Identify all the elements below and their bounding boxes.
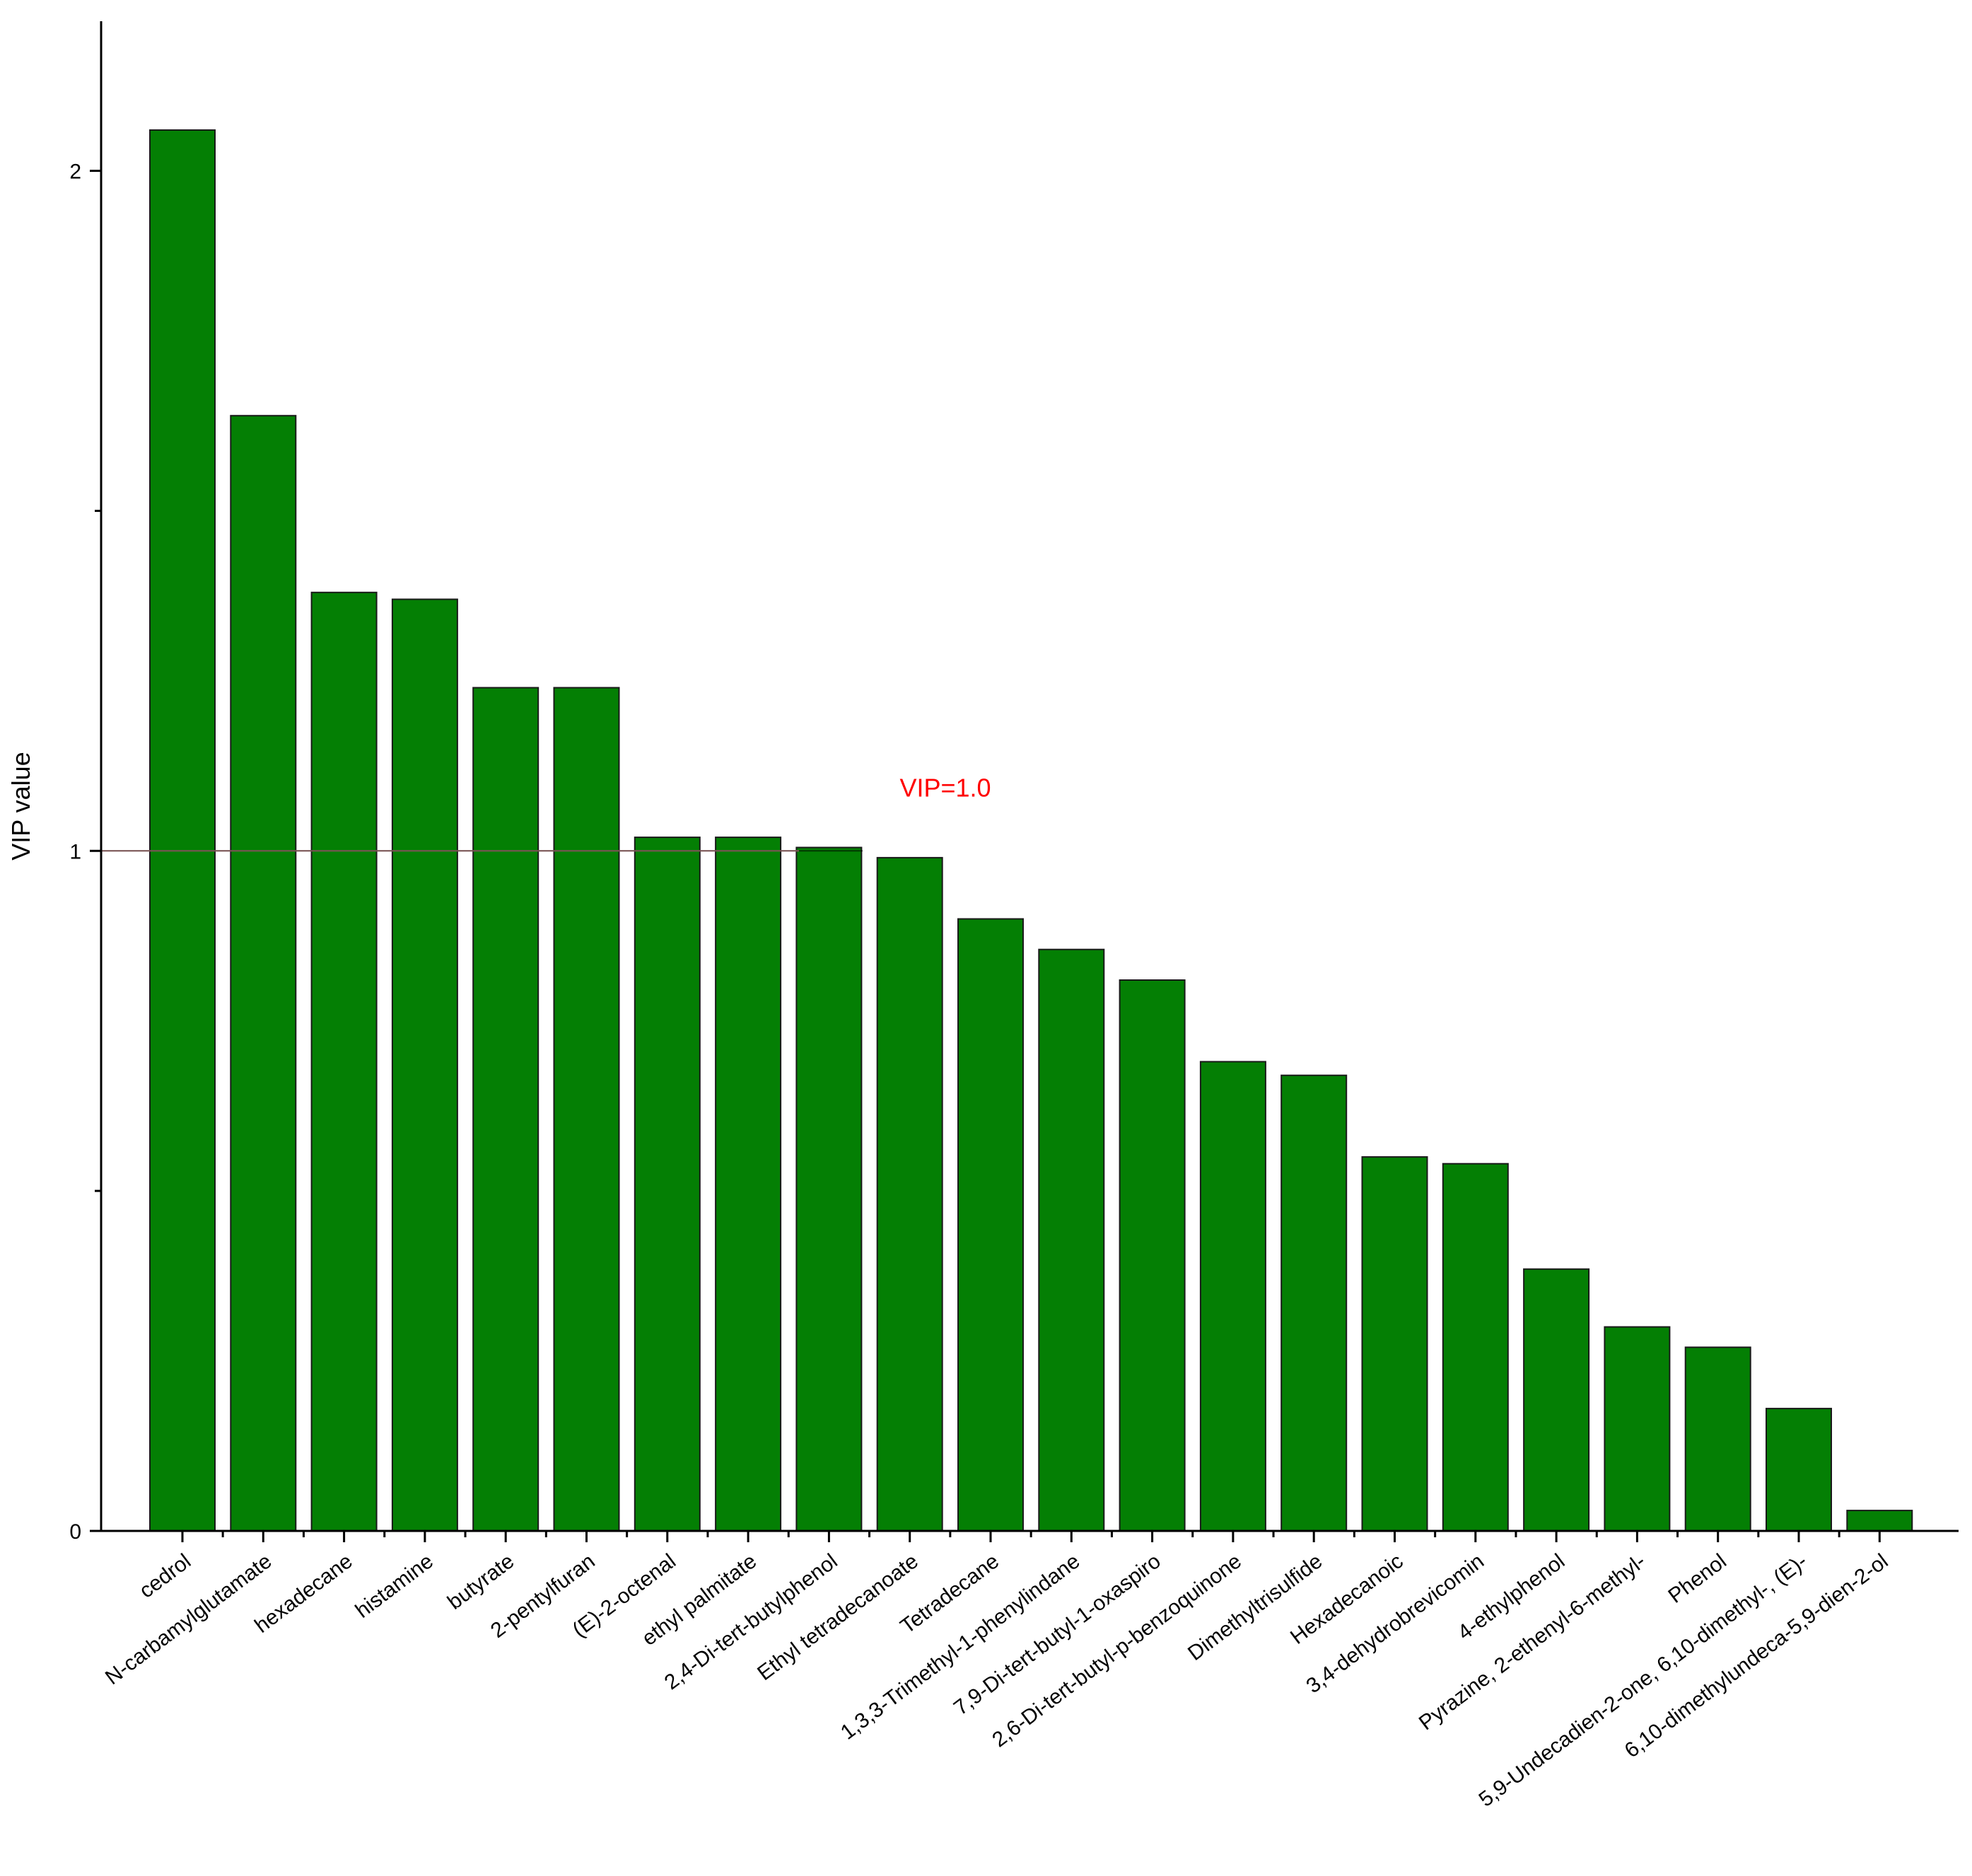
bar-18 bbox=[1604, 1326, 1671, 1532]
bar-20 bbox=[1766, 1407, 1832, 1532]
y-tick-label: 1 bbox=[69, 840, 81, 863]
bar-13 bbox=[1199, 1061, 1266, 1532]
bar-14 bbox=[1280, 1074, 1348, 1532]
x-category-label: cedrol bbox=[135, 1549, 195, 1603]
bar-5 bbox=[553, 687, 620, 1532]
bar-17 bbox=[1523, 1268, 1590, 1532]
bar-19 bbox=[1684, 1346, 1751, 1532]
bar-16 bbox=[1442, 1163, 1509, 1532]
y-tick-label: 2 bbox=[69, 161, 81, 184]
bar-11 bbox=[1038, 948, 1105, 1532]
bar-21 bbox=[1846, 1510, 1913, 1532]
y-tick-label: 0 bbox=[69, 1520, 81, 1544]
x-category-label: histamine bbox=[351, 1549, 438, 1623]
bar-10 bbox=[957, 918, 1024, 1532]
y-ticks-group: 0 1 2 bbox=[69, 161, 101, 1544]
vip-reference-label: VIP=1.0 bbox=[899, 773, 991, 802]
bar-2 bbox=[310, 591, 378, 1532]
bar-0 bbox=[149, 129, 216, 1532]
bar-7 bbox=[715, 837, 782, 1532]
x-category-label: Dimethyltrisulfide bbox=[1184, 1549, 1326, 1665]
bar-9 bbox=[876, 856, 943, 1532]
x-category-label: Phenol bbox=[1664, 1549, 1730, 1608]
category-labels-group: cedrolN-carbamylglutamatehexadecanehista… bbox=[101, 1549, 1893, 1812]
x-category-label: butyrate bbox=[443, 1549, 518, 1614]
bar-1 bbox=[230, 414, 297, 1532]
y-axis-title: VIP value bbox=[6, 752, 35, 860]
bar-8 bbox=[795, 846, 863, 1532]
bar-12 bbox=[1119, 979, 1186, 1532]
bar-3 bbox=[391, 598, 458, 1532]
bar-15 bbox=[1361, 1156, 1428, 1532]
bars-group bbox=[149, 129, 1913, 1532]
bar-4 bbox=[472, 687, 539, 1532]
x-ticks-group bbox=[181, 1531, 1881, 1542]
bar-6 bbox=[634, 837, 701, 1532]
